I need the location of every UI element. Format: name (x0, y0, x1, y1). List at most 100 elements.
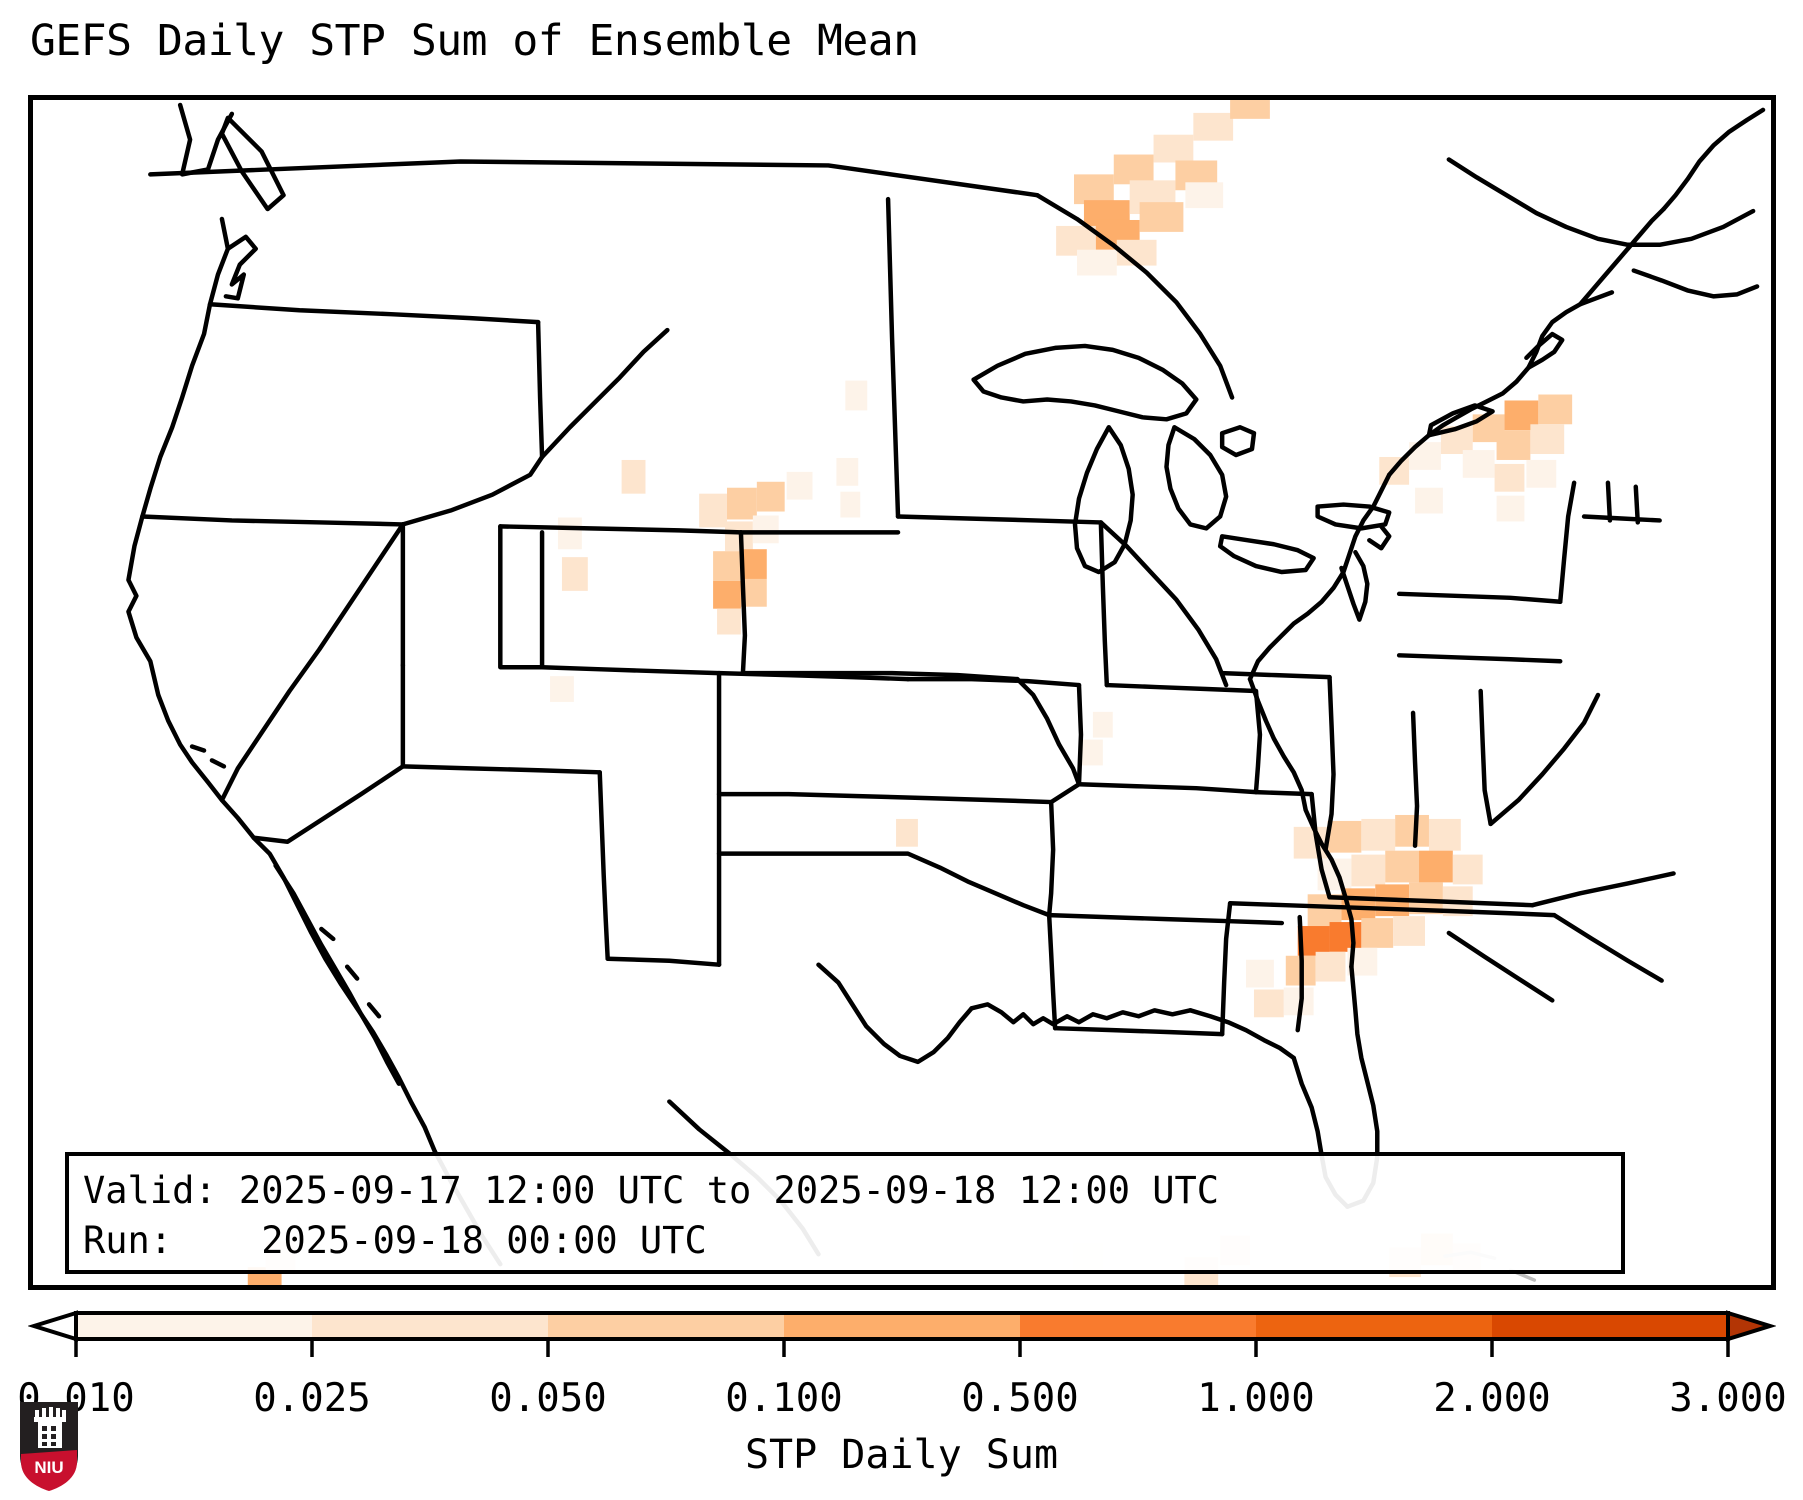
colorbar-tick-label: 3.000 (1669, 1376, 1787, 1421)
texas-gulf-coast (816, 962, 974, 1065)
data-grid-cell (740, 549, 767, 579)
delaware-bay (1367, 524, 1392, 551)
data-grid-cell (1329, 922, 1362, 952)
coastlines-and-borders (126, 102, 1766, 1282)
data-grid-cell (717, 608, 741, 635)
state-border-in-oh (1410, 710, 1420, 848)
niu-logo: NIU (18, 1400, 80, 1492)
florida-panhandle-coast (1188, 1008, 1296, 1061)
data-grid-cell (727, 487, 757, 520)
state-border-ia-mo (1076, 781, 1314, 797)
data-grid-cell (621, 459, 646, 494)
annotation-valid-line: Valid: 2025-09-17 12:00 UTC to 2025-09-1… (83, 1169, 1220, 1212)
map-svg (126, 100, 1766, 1285)
data-grid-cell (1185, 182, 1224, 209)
cape-cod (1524, 331, 1565, 370)
state-border-mo-ar (1046, 912, 1285, 926)
colorbar-axis-label: STP Daily Sum (744, 1432, 1059, 1478)
colorbar-band (1256, 1313, 1493, 1339)
state-border-id-mt (539, 327, 670, 460)
state-border-nm-mexico (605, 956, 722, 967)
georgian-bay (1219, 425, 1257, 458)
colorbar-tick-labels: 0.010 0.025 0.050 0.100 0.500 1.000 2.000 3.000 (17, 1376, 1786, 1424)
baja-california (251, 835, 437, 1154)
state-border-ok-tx (716, 851, 1052, 918)
colorbar-tick-label: 0.025 (253, 1376, 371, 1421)
lake-huron (1164, 425, 1229, 531)
colorbar-ticks (74, 1339, 1730, 1357)
state-border-sd-ne (740, 670, 1020, 682)
colorbar-tick-label: 0.100 (725, 1376, 843, 1421)
st-lawrence-river (1446, 157, 1756, 248)
data-grid-cell (1393, 916, 1425, 946)
colorbar-tick-label: 1.000 (1197, 1376, 1315, 1421)
data-grid-cell (1074, 174, 1114, 205)
data-grid-cell (1193, 112, 1234, 141)
state-border-ca-nv (219, 522, 406, 803)
data-grid-cell (756, 481, 785, 512)
data-grid-cell (840, 491, 861, 518)
state-border-pa-ny (1396, 591, 1563, 604)
lake-erie (1217, 534, 1316, 575)
data-grid-cell (1080, 739, 1103, 766)
puget-sound-coast (140, 216, 231, 519)
data-grid-cell (1452, 854, 1483, 885)
state-border-ms-al (1219, 900, 1233, 1037)
state-border-az-nm (597, 770, 610, 961)
state-border-ky-tn (1327, 895, 1535, 908)
niu-logo-text: NIU (34, 1458, 63, 1477)
state-border-oh-wv-pa (1478, 688, 1493, 827)
vancouver-island (219, 115, 286, 212)
gulf-islands-baja (319, 926, 382, 1019)
data-grid-cell (1530, 424, 1565, 455)
niu-red-band (21, 1450, 77, 1491)
colorbar[interactable] (28, 1297, 1776, 1357)
state-border-al-ga (1295, 914, 1304, 1033)
state-border-ar-la-ms (1052, 1025, 1225, 1037)
state-border-nd-sd (895, 514, 1104, 525)
state-border-ks-ok (716, 791, 1054, 805)
state-border-ok-ar-mo (1046, 799, 1056, 918)
colorbar-band (548, 1313, 785, 1339)
chesapeake-delmarva (1339, 549, 1370, 622)
state-border-ne-ks (905, 676, 1082, 688)
data-grid-cell (1327, 820, 1362, 853)
colorbar-outline (74, 1311, 1730, 1341)
state-border-wa-id (535, 319, 545, 460)
data-grid-cell (1076, 249, 1117, 276)
northeast-coast (1386, 290, 1615, 478)
colorbar-band (76, 1313, 313, 1339)
colorbar-band (784, 1313, 1021, 1339)
colorbar-extend-max-arrow (1726, 1310, 1776, 1342)
map-plot-area: Valid: 2025-09-17 12:00 UTC to 2025-09-1… (28, 95, 1776, 1290)
lake-ontario (1315, 502, 1392, 531)
colorbar-tick-label: 0.500 (961, 1376, 1079, 1421)
state-border-ia-il-wi (1253, 688, 1263, 795)
data-grid-cell (1153, 134, 1194, 163)
state-border-or-id (400, 454, 545, 527)
data-grid-cell (550, 676, 574, 702)
data-grid-cell (1315, 951, 1346, 982)
data-grid-cell (1538, 394, 1573, 425)
state-border-wv-va (1488, 692, 1601, 827)
us-canada-border-west (148, 159, 1040, 198)
state-border-sd-ia-mn (1098, 520, 1110, 688)
data-grid-cell (786, 471, 813, 500)
annotation-textbox: Valid: 2025-09-17 12:00 UTC to 2025-09-1… (65, 1152, 1625, 1274)
state-border-ut-az (400, 764, 602, 775)
colorbar-svg[interactable] (28, 1297, 1776, 1357)
niu-logo-svg: NIU (20, 1402, 78, 1491)
state-border-ny-vt-nh-me (1557, 480, 1577, 604)
state-border-il-in (1323, 674, 1336, 852)
state-border-ia-mn (1104, 682, 1259, 694)
louisiana-gulf-coast (969, 1002, 1193, 1027)
data-grid-cell (1494, 463, 1525, 492)
mid-atlantic-coast (1247, 472, 1392, 682)
data-grid-cell (557, 517, 582, 550)
state-border-or-ca (140, 514, 406, 527)
colorbar-band (1020, 1313, 1257, 1339)
niu-castle-windows (42, 1426, 56, 1446)
california-coast (126, 514, 256, 841)
data-grid-cell (713, 551, 741, 581)
